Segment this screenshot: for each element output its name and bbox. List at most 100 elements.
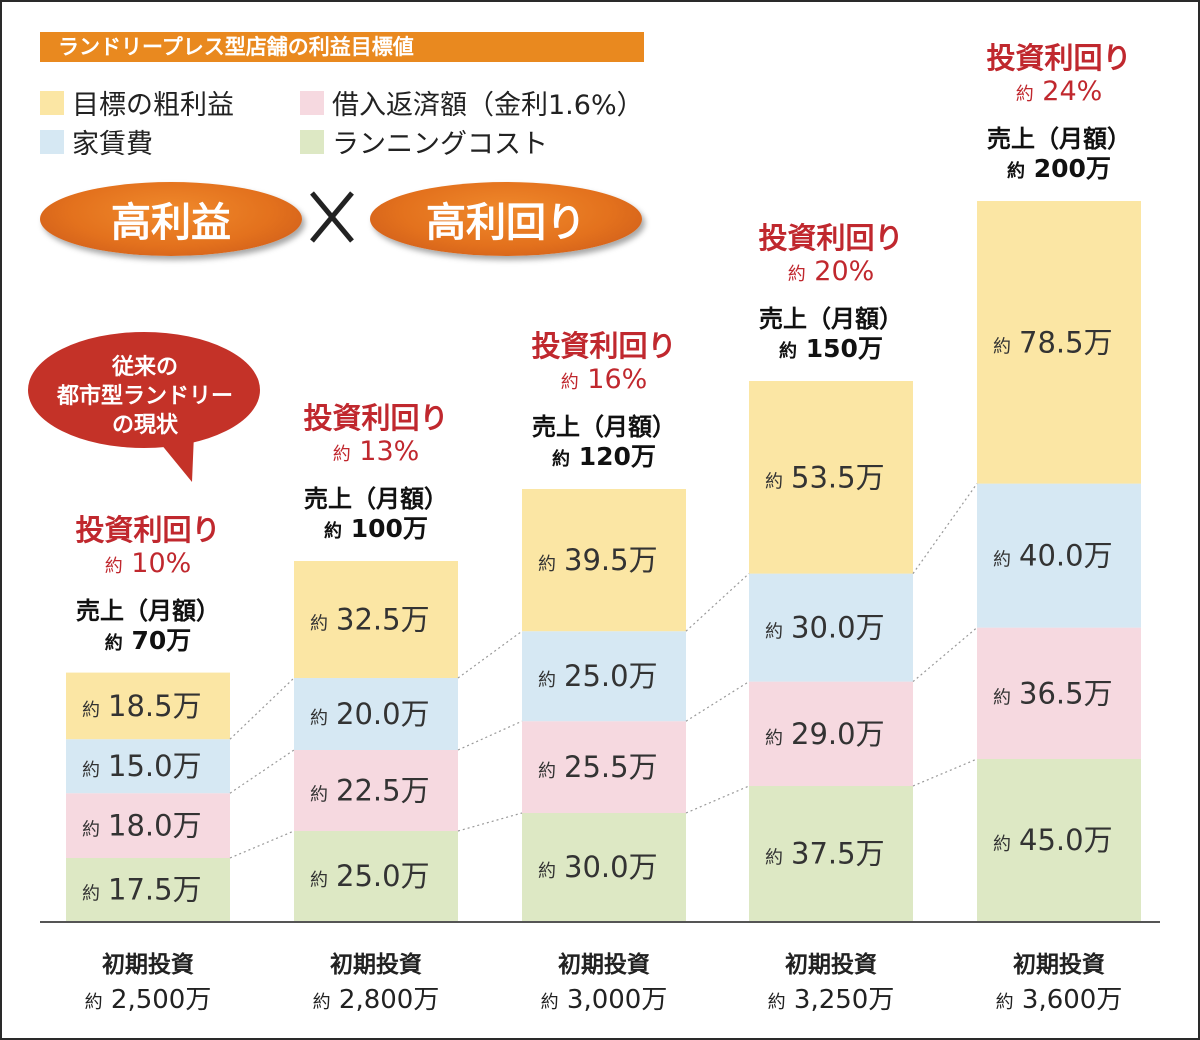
connector-line bbox=[229, 677, 295, 740]
connector-line bbox=[229, 830, 295, 859]
investment-value: 約 3,000万 bbox=[540, 985, 668, 1015]
sales-title: 売上（月額） bbox=[304, 485, 448, 513]
bar-segment bbox=[66, 672, 230, 740]
bar-segment bbox=[294, 561, 458, 678]
investment-title: 初期投資 bbox=[330, 952, 422, 978]
column-header: 投資利回り約 20% 売上（月額）約 150万 bbox=[731, 221, 931, 367]
column-header: 投資利回り約 13% 売上（月額）約 100万 bbox=[276, 401, 476, 547]
approx-prefix: 約 bbox=[765, 848, 783, 869]
roi-value: 約 20% bbox=[787, 256, 875, 287]
roi-title: 投資利回り bbox=[758, 221, 904, 255]
investment-value: 約 3,250万 bbox=[767, 985, 895, 1015]
approx-prefix: 約 bbox=[993, 550, 1011, 571]
connector-line bbox=[229, 749, 295, 794]
roi-title: 投資利回り bbox=[986, 41, 1132, 75]
roi-title: 投資利回り bbox=[531, 329, 677, 363]
bar-segment bbox=[522, 631, 686, 722]
connector-line bbox=[457, 720, 523, 751]
legend-item-running-cost: ランニングコスト bbox=[300, 122, 548, 161]
bar-segment bbox=[522, 721, 686, 813]
legend-item-rent: 家賃費 bbox=[40, 122, 153, 161]
approx-prefix: 約 bbox=[765, 728, 783, 749]
bar-segment bbox=[749, 681, 913, 786]
connector-line bbox=[912, 758, 978, 787]
approx-prefix: 約 bbox=[538, 861, 556, 882]
legend-label: 目標の粗利益 bbox=[72, 90, 234, 121]
sales-value: 約 150万 bbox=[779, 334, 883, 363]
high-profit-badge: 高利益 bbox=[40, 182, 302, 256]
segment-value-label: 40.0万 bbox=[1019, 539, 1113, 573]
bar-segment bbox=[749, 573, 913, 682]
speech-bubble-text: 従来の 都市型ランドリー の現状 bbox=[30, 353, 260, 440]
segment-value-label: 25.0万 bbox=[564, 659, 658, 693]
bubble-line: の現状 bbox=[111, 413, 178, 438]
segment-value-label: 53.5万 bbox=[791, 460, 885, 494]
bar-segment bbox=[294, 831, 458, 921]
approx-prefix: 約 bbox=[993, 336, 1011, 357]
bar-segment bbox=[66, 739, 230, 794]
approx-prefix: 約 bbox=[538, 761, 556, 782]
connector-line bbox=[457, 812, 523, 832]
approx-prefix: 約 bbox=[82, 884, 100, 905]
times-icon bbox=[310, 191, 354, 243]
segment-value-label: 18.5万 bbox=[108, 689, 202, 723]
segment-value-label: 25.0万 bbox=[336, 859, 430, 893]
legend-label: 家賃費 bbox=[72, 129, 153, 160]
initial-investment-label: 初期投資約 3,600万 bbox=[949, 948, 1169, 1021]
approx-prefix: 約 bbox=[82, 820, 100, 841]
approx-prefix: 約 bbox=[765, 622, 783, 643]
segment-value-label: 78.5万 bbox=[1019, 325, 1113, 359]
legend-item-gross-profit: 目標の粗利益 bbox=[40, 83, 234, 122]
column-header: 投資利回り約 16% 売上（月額）約 120万 bbox=[504, 329, 704, 475]
segment-value-label: 17.5万 bbox=[108, 873, 202, 907]
approx-prefix: 約 bbox=[993, 687, 1011, 708]
segment-value-label: 32.5万 bbox=[336, 603, 430, 637]
roi-value: 約 24% bbox=[1015, 76, 1103, 107]
segment-value-label: 20.0万 bbox=[336, 697, 430, 731]
sales-value: 約 200万 bbox=[1007, 154, 1111, 183]
approx-prefix: 約 bbox=[310, 614, 328, 635]
bar-segment bbox=[522, 489, 686, 632]
initial-investment-label: 初期投資約 3,250万 bbox=[721, 948, 941, 1021]
approx-prefix: 約 bbox=[310, 870, 328, 891]
bar-segment bbox=[66, 858, 230, 921]
bar-segment bbox=[977, 759, 1141, 921]
segment-value-label: 30.0万 bbox=[564, 850, 658, 884]
segment-value-label: 39.5万 bbox=[564, 543, 658, 577]
segment-value-label: 15.0万 bbox=[108, 749, 202, 783]
investment-title: 初期投資 bbox=[1013, 952, 1105, 978]
roi-value: 約 16% bbox=[560, 364, 648, 395]
investment-value: 約 3,600万 bbox=[995, 985, 1123, 1015]
connector-line bbox=[912, 483, 978, 574]
column-header: 投資利回り約 10% 売上（月額）約 70万 bbox=[48, 513, 248, 659]
bar-segment bbox=[294, 678, 458, 750]
segment-value-label: 36.5万 bbox=[1019, 676, 1113, 710]
segment-value-label: 22.5万 bbox=[336, 774, 430, 808]
roi-title: 投資利回り bbox=[303, 401, 449, 435]
initial-investment-label: 初期投資約 2,500万 bbox=[38, 948, 258, 1021]
sales-value: 約 100万 bbox=[324, 514, 428, 543]
bar-segment bbox=[977, 201, 1141, 484]
segment-value-label: 37.5万 bbox=[791, 837, 885, 871]
legend-swatch bbox=[300, 90, 324, 115]
approx-prefix: 約 bbox=[82, 760, 100, 781]
bubble-line: 都市型ランドリー bbox=[56, 384, 233, 409]
legend-label: 借入返済額（金利1.6%） bbox=[332, 90, 644, 121]
approx-prefix: 約 bbox=[310, 708, 328, 729]
connector-line bbox=[457, 630, 523, 679]
column-header: 投資利回り約 24% 売上（月額）約 200万 bbox=[959, 41, 1159, 187]
initial-investment-label: 初期投資約 2,800万 bbox=[266, 948, 486, 1021]
investment-value: 約 2,500万 bbox=[84, 985, 212, 1015]
approx-prefix: 約 bbox=[310, 785, 328, 806]
segment-value-label: 30.0万 bbox=[791, 611, 885, 645]
bar-segment bbox=[977, 627, 1141, 759]
initial-investment-label: 初期投資約 3,000万 bbox=[494, 948, 714, 1021]
segment-value-label: 25.5万 bbox=[564, 750, 658, 784]
bar-segment bbox=[977, 483, 1141, 628]
roi-value: 約 10% bbox=[104, 547, 192, 579]
investment-title: 初期投資 bbox=[785, 952, 877, 978]
legend-item-loan-repayment: 借入返済額（金利1.6%） bbox=[300, 83, 644, 122]
approx-prefix: 約 bbox=[993, 834, 1011, 855]
roi-value: 約 13% bbox=[332, 436, 420, 467]
